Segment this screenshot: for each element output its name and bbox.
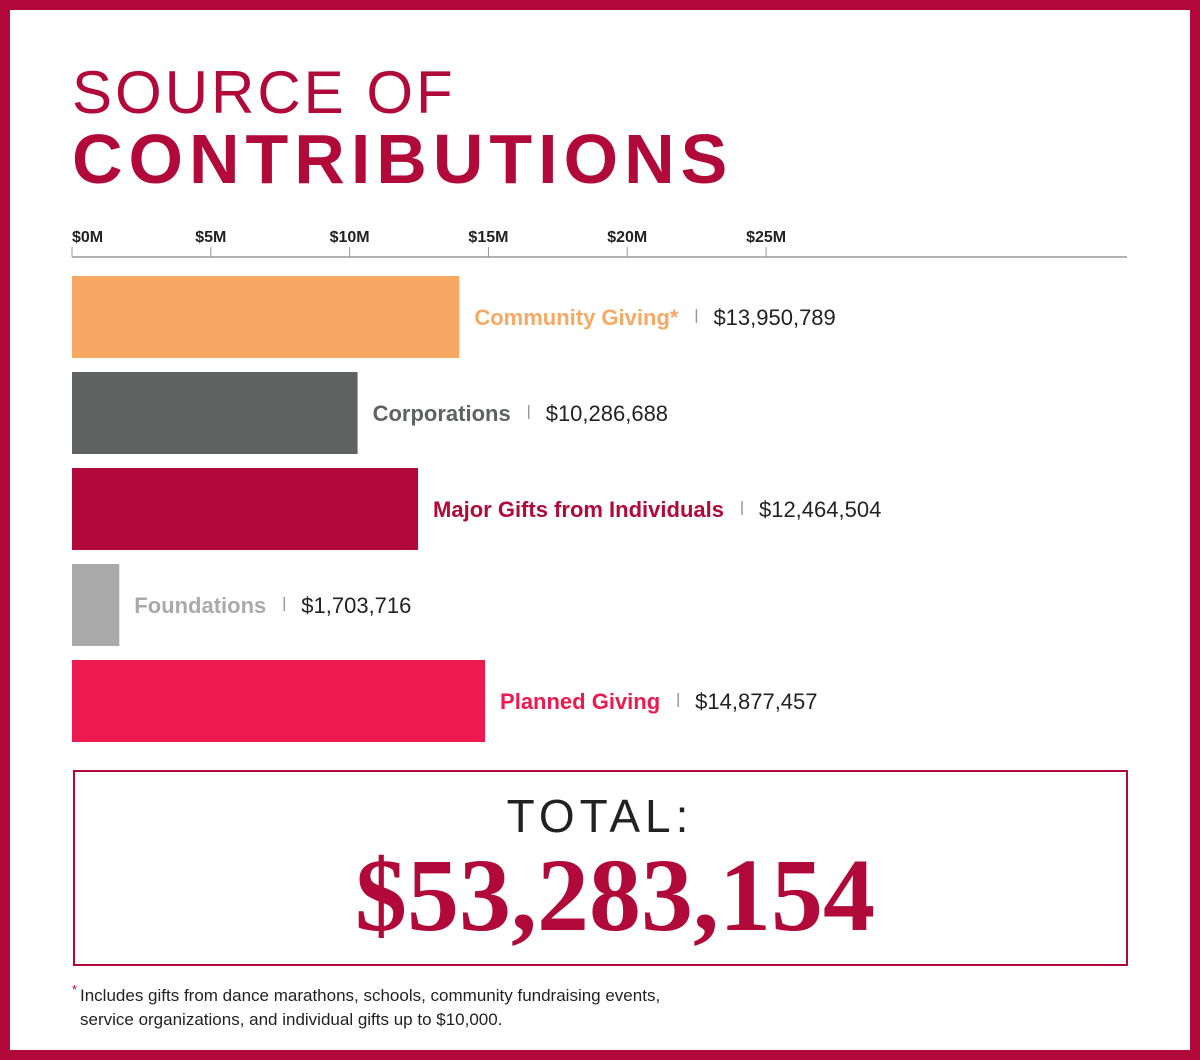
x-tick-label: $15M <box>468 229 508 246</box>
total-label: TOTAL: <box>507 790 694 842</box>
value-label: $10,286,688 <box>546 401 668 426</box>
bar <box>72 276 460 358</box>
x-tick-label: $25M <box>746 229 786 246</box>
bar-label: Foundations <box>134 593 266 618</box>
title-line-1: SOURCE OF <box>72 59 456 126</box>
total-box <box>73 770 1128 966</box>
x-tick-label: $20M <box>607 229 647 246</box>
bar-label: Community Giving* <box>474 305 679 330</box>
title-line-2: CONTRIBUTIONS <box>72 120 733 198</box>
total-value: $53,283,154 <box>355 838 875 953</box>
bar-label: Corporations <box>373 401 511 426</box>
bar <box>72 660 486 742</box>
bar-label: Major Gifts from Individuals <box>433 497 724 522</box>
value-label: $12,464,504 <box>759 497 881 522</box>
x-tick-label: $10M <box>330 229 370 246</box>
bar <box>72 372 358 454</box>
x-tick-label: $0M <box>72 229 103 246</box>
bar-label: Planned Giving <box>500 689 660 714</box>
value-label: $1,703,716 <box>301 593 411 618</box>
value-label: $14,877,457 <box>695 689 817 714</box>
x-tick-label: $5M <box>195 229 226 246</box>
bar <box>72 564 120 646</box>
footnote-line: Includes gifts from dance marathons, sch… <box>80 986 660 1005</box>
value-label: $13,950,789 <box>713 305 835 330</box>
footnote-line: service organizations, and individual gi… <box>80 1010 502 1029</box>
footnote-marker: * <box>72 982 77 997</box>
bar <box>72 468 419 550</box>
